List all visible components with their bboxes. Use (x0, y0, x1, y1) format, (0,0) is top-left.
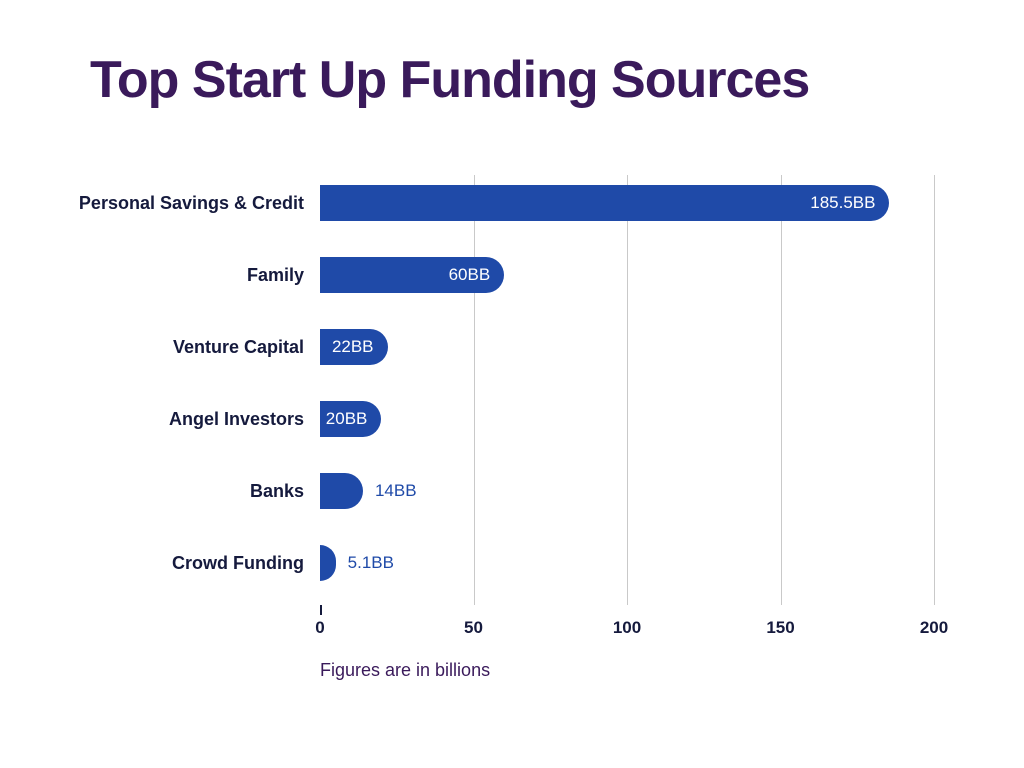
bar-value-label: 5.1BB (348, 553, 394, 573)
category-label: Banks (54, 473, 304, 509)
bar-value-label: 20BB (326, 409, 368, 429)
x-tick-label: 50 (464, 618, 483, 638)
bar-value-label: 22BB (332, 337, 374, 357)
x-tick-label: 100 (613, 618, 641, 638)
category-label: Family (54, 257, 304, 293)
bar: 22BB (320, 329, 388, 365)
bar: 185.5BB (320, 185, 889, 221)
category-label: Personal Savings & Credit (54, 185, 304, 221)
bar: 20BB (320, 401, 381, 437)
bar-value-label: 14BB (375, 481, 417, 501)
gridline (781, 175, 782, 605)
category-label: Angel Investors (54, 401, 304, 437)
baseline-tick (320, 605, 322, 615)
bar-value-label: 60BB (449, 265, 491, 285)
bar: 14BB (320, 473, 363, 509)
bar-value-label: 185.5BB (810, 193, 875, 213)
gridline (627, 175, 628, 605)
x-tick-label: 150 (766, 618, 794, 638)
category-label: Crowd Funding (54, 545, 304, 581)
gridline (934, 175, 935, 605)
bar: 5.1BB (320, 545, 336, 581)
x-tick-label: 0 (315, 618, 324, 638)
gridline (474, 175, 475, 605)
bar: 60BB (320, 257, 504, 293)
chart-title: Top Start Up Funding Sources (90, 50, 809, 110)
chart-subtitle: Figures are in billions (320, 660, 490, 681)
chart-plot-area: 185.5BB 60BB 22BB 20BB 14BB 5.1BB (320, 175, 934, 605)
category-label: Venture Capital (54, 329, 304, 365)
x-tick-label: 200 (920, 618, 948, 638)
